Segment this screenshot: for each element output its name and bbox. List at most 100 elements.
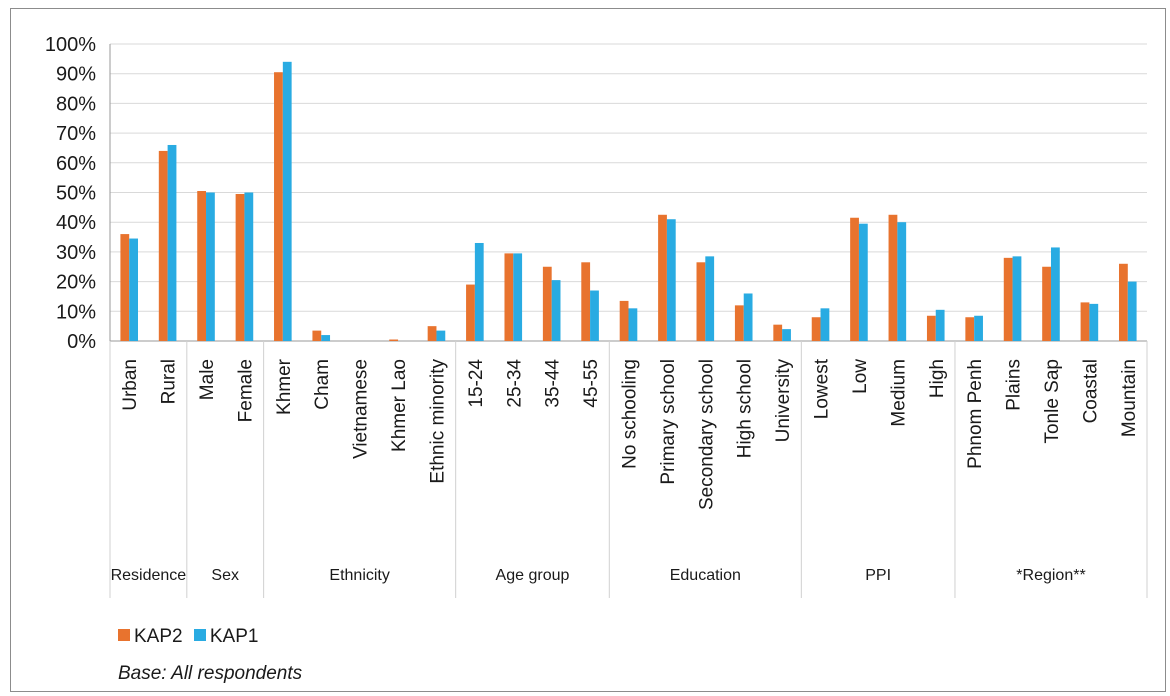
- category-label: Medium: [888, 359, 909, 427]
- bar-kap2: [235, 193, 245, 341]
- legend: KAP2 KAP1: [118, 626, 264, 648]
- category-label: 15-24: [466, 359, 487, 408]
- category-label: Ethnic minority: [427, 359, 448, 484]
- category-label: Tonle Sap: [1042, 359, 1063, 444]
- category-label: Urban: [120, 359, 141, 411]
- bar-kap2: [926, 315, 936, 341]
- bar-kap1: [858, 223, 868, 341]
- category-label: Secondary school: [696, 359, 717, 510]
- bar-kap2: [1118, 263, 1128, 341]
- bar-kap2: [1003, 257, 1013, 341]
- bar-kap2: [197, 191, 207, 341]
- legend-label-kap1: KAP1: [209, 626, 259, 647]
- bar-kap2: [965, 317, 975, 341]
- group-label: *Region**: [1016, 567, 1085, 584]
- y-tick-label: 50%: [56, 183, 96, 205]
- y-tick-label: 30%: [56, 242, 96, 264]
- category-label: Male: [197, 359, 218, 400]
- category-label: No schooling: [620, 359, 641, 469]
- group-label: Age group: [496, 567, 570, 584]
- y-tick-label: 10%: [56, 301, 96, 323]
- bar-kap2: [888, 214, 898, 341]
- legend-item-kap1: KAP1: [193, 626, 259, 648]
- legend-item-kap2: KAP2: [118, 626, 183, 648]
- y-tick-label: 70%: [56, 123, 96, 145]
- bar-kap2: [427, 326, 437, 341]
- category-label: Female: [235, 359, 256, 422]
- bar-kap1: [935, 309, 945, 341]
- y-tick-label: 0%: [67, 331, 96, 353]
- bar-kap2: [811, 317, 821, 341]
- bar-kap2: [619, 300, 629, 341]
- category-label: Low: [850, 359, 871, 394]
- bar-kap2: [734, 305, 744, 341]
- chart-frame: [10, 8, 1166, 692]
- category-label: Plains: [1004, 359, 1025, 411]
- bar-kap2: [504, 253, 514, 341]
- bar-kap1: [1012, 256, 1022, 341]
- category-label: Khmer Lao: [389, 359, 410, 452]
- group-label: PPI: [865, 567, 891, 584]
- category-label: Rural: [159, 359, 180, 404]
- category-label: 35-44: [543, 359, 564, 408]
- y-tick-label: 80%: [56, 93, 96, 115]
- bar-kap1: [782, 329, 791, 341]
- bar-kap2: [158, 150, 168, 341]
- bar-kap1: [129, 238, 139, 341]
- bar-kap1: [974, 315, 983, 341]
- category-label: University: [773, 359, 794, 443]
- bar-kap2: [466, 284, 475, 341]
- bar-kap2: [773, 324, 783, 341]
- category-label: Vietnamese: [351, 359, 372, 459]
- category-label: Cham: [312, 359, 333, 410]
- category-label: 25-34: [504, 359, 525, 408]
- category-label: Coastal: [1080, 359, 1101, 423]
- category-label: High school: [735, 359, 756, 458]
- y-tick-label: 100%: [45, 34, 96, 56]
- category-label: Phnom Penh: [965, 359, 986, 469]
- bar-kap2: [120, 234, 130, 341]
- legend-swatch-kap1: [193, 629, 206, 641]
- category-label: Khmer: [274, 358, 295, 415]
- legend-swatch-kap2: [118, 629, 130, 641]
- category-label: High: [927, 359, 948, 398]
- group-label: Ethnicity: [329, 567, 389, 584]
- bar-kap2: [312, 330, 322, 341]
- bar-kap2: [274, 72, 283, 341]
- bar-kap2: [696, 262, 706, 341]
- bar-kap1: [705, 256, 715, 341]
- bar-kap1: [282, 61, 292, 341]
- bar-kap1: [897, 222, 907, 341]
- bar-kap1: [743, 293, 753, 341]
- group-label: Sex: [211, 567, 239, 584]
- bar-kap1: [590, 290, 599, 341]
- bar-kap1: [244, 192, 254, 341]
- category-label: Lowest: [812, 358, 833, 419]
- bar-kap2: [581, 262, 591, 341]
- category-label: Mountain: [1119, 359, 1140, 437]
- bar-kap1: [167, 144, 177, 341]
- y-tick-label: 90%: [56, 64, 96, 86]
- y-tick-label: 60%: [56, 153, 96, 175]
- bar-kap1: [436, 330, 446, 341]
- legend-label-kap2: KAP2: [134, 626, 183, 647]
- bar-kap2: [1042, 266, 1051, 341]
- bar-kap1: [1089, 303, 1099, 341]
- bar-kap2: [389, 339, 399, 341]
- bar-kap1: [820, 308, 830, 341]
- bar-kap1: [1127, 281, 1137, 341]
- bar-kap2: [850, 217, 859, 341]
- category-label: Primary school: [658, 359, 679, 485]
- y-tick-label: 40%: [56, 212, 96, 234]
- bar-kap1: [1050, 247, 1060, 341]
- bar-kap1: [321, 335, 331, 341]
- bar-kap2: [1080, 302, 1090, 341]
- bar-kap2: [658, 214, 667, 341]
- category-label: 45-55: [581, 359, 602, 408]
- group-label: Education: [670, 567, 741, 584]
- bar-kap1: [206, 192, 215, 341]
- bar-kap1: [666, 219, 676, 341]
- base-note: Base: All respondents: [118, 663, 303, 684]
- y-tick-label: 20%: [56, 272, 96, 294]
